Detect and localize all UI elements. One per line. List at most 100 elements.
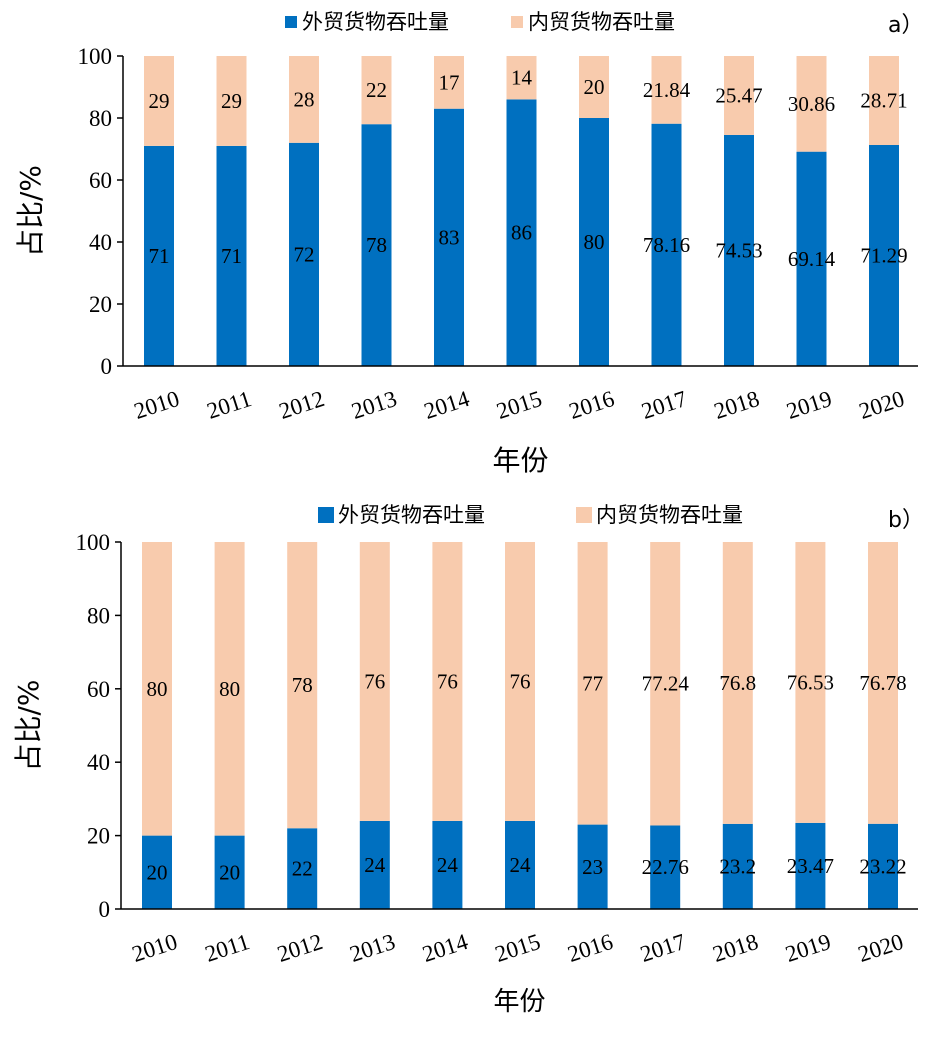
x-tick-label: 2012	[276, 386, 327, 424]
data-label-foreign-2013: 78	[366, 233, 387, 257]
bar-domestic-2010	[142, 542, 172, 836]
data-label-foreign-2013: 24	[364, 853, 386, 877]
y-tick-label: 60	[87, 677, 110, 702]
x-tick-label: 2019	[782, 929, 833, 967]
x-tick-label: 2010	[131, 386, 182, 424]
bar-domestic-2017	[651, 56, 682, 124]
data-label-foreign-2012: 72	[294, 242, 315, 266]
bar-foreign-2017	[651, 123, 682, 366]
bar-foreign-2020	[869, 145, 899, 366]
data-label-foreign-2017: 22.76	[642, 855, 689, 879]
legend-label-domestic: 内贸货物吞吐量	[528, 10, 675, 34]
bar-domestic-2018	[724, 56, 754, 135]
x-tick-label: 2014	[421, 386, 473, 424]
data-label-foreign-2014: 83	[439, 225, 460, 249]
bar-foreign-2015	[505, 820, 535, 909]
data-label-domestic-2018: 25.47	[715, 83, 762, 107]
bar-domestic-2010	[144, 56, 174, 146]
data-label-foreign-2017: 78.16	[643, 233, 690, 257]
data-label-foreign-2010: 20	[147, 860, 168, 884]
x-tick-label: 2018	[711, 386, 762, 424]
x-tick-label: 2010	[129, 929, 180, 967]
panel-label: b）	[888, 508, 924, 533]
bar-domestic-2013	[361, 56, 392, 125]
x-tick-label: 2012	[274, 929, 325, 967]
y-tick-label: 80	[89, 106, 112, 131]
legend-swatch-foreign	[318, 507, 334, 523]
bar-domestic-2014	[434, 56, 464, 109]
data-label-foreign-2012: 22	[292, 857, 313, 881]
bar-domestic-2012	[287, 542, 318, 829]
legend-swatch-foreign	[285, 16, 297, 28]
data-label-domestic-2016: 77	[582, 671, 603, 695]
bar-domestic-2019	[795, 542, 826, 823]
x-tick-label: 2017	[638, 386, 689, 424]
bar-foreign-2017	[650, 825, 681, 909]
x-tick-label: 2020	[856, 386, 907, 424]
x-tick-label: 2013	[347, 929, 398, 967]
legend-swatch-domestic	[576, 507, 592, 523]
bar-foreign-2018	[722, 823, 753, 909]
data-label-domestic-2016: 20	[584, 75, 605, 99]
x-tick-label: 2019	[783, 386, 834, 424]
bar-domestic-2015	[506, 56, 537, 100]
data-label-foreign-2020: 71.29	[860, 244, 907, 268]
legend-label-domestic: 内贸货物吞吐量	[596, 503, 743, 527]
bar-foreign-2011	[216, 145, 247, 366]
data-label-domestic-2011: 29	[221, 89, 242, 113]
bar-foreign-2016	[579, 118, 609, 366]
chart-panel-b: 20 80 20 80 22 78 24 76 24 76 24 76 23 77 22.76 77.24 23…	[12, 503, 924, 1017]
bar-domestic-2015	[505, 542, 535, 821]
bar-foreign-2019	[795, 822, 826, 909]
data-label-domestic-2010: 29	[149, 89, 170, 113]
x-tick-label: 2015	[493, 386, 544, 424]
bar-domestic-2013	[359, 542, 390, 821]
bar-domestic-2014	[432, 542, 463, 821]
y-tick-label: 0	[99, 897, 111, 922]
bar-domestic-2020	[868, 542, 898, 824]
bar-foreign-2014	[432, 820, 463, 909]
data-label-foreign-2019: 23.47	[787, 854, 834, 878]
x-tick-label: 2016	[566, 386, 617, 424]
data-label-foreign-2010: 71	[149, 244, 170, 268]
data-label-domestic-2010: 80	[147, 677, 168, 701]
data-label-domestic-2017: 21.84	[643, 78, 691, 102]
bar-foreign-2016	[577, 824, 608, 909]
y-tick-label: 20	[87, 824, 110, 849]
panel-label: a）	[888, 13, 923, 38]
bar-domestic-2019	[796, 56, 827, 152]
y-tick-label: 100	[78, 44, 113, 69]
data-label-domestic-2020: 28.71	[860, 89, 907, 113]
data-label-domestic-2013: 22	[366, 78, 387, 102]
x-tick-label: 2011	[202, 929, 253, 967]
legend-swatch-domestic	[511, 16, 523, 28]
x-tick-label: 2016	[565, 929, 616, 967]
data-label-domestic-2020: 76.78	[859, 671, 906, 695]
data-label-domestic-2013: 76	[364, 669, 385, 693]
data-label-domestic-2012: 28	[294, 87, 315, 111]
data-label-foreign-2016: 23	[582, 855, 603, 879]
data-label-foreign-2011: 20	[219, 860, 240, 884]
bar-foreign-2020	[868, 823, 898, 909]
data-label-domestic-2014: 17	[439, 70, 460, 94]
data-label-domestic-2012: 78	[292, 673, 313, 697]
data-label-domestic-2018: 76.8	[719, 671, 756, 695]
legend-label-foreign: 外贸货物吞吐量	[302, 10, 449, 34]
legend-label-foreign: 外贸货物吞吐量	[338, 503, 485, 527]
data-label-foreign-2014: 24	[437, 853, 459, 877]
data-label-domestic-2015: 76	[510, 669, 531, 693]
data-label-domestic-2019: 76.53	[787, 670, 834, 694]
data-label-domestic-2015: 14	[511, 66, 533, 90]
data-label-domestic-2019: 30.86	[788, 92, 835, 116]
y-tick-label: 100	[76, 530, 111, 555]
data-label-domestic-2014: 76	[437, 669, 458, 693]
bar-foreign-2014	[434, 108, 464, 366]
y-axis-title: 占比/%	[12, 679, 45, 771]
y-tick-label: 40	[89, 230, 112, 255]
bar-foreign-2012	[289, 142, 319, 366]
bar-foreign-2018	[724, 134, 754, 366]
x-tick-label: 2020	[855, 929, 906, 967]
data-label-foreign-2015: 86	[511, 221, 532, 245]
data-label-foreign-2018: 74.53	[715, 238, 762, 262]
